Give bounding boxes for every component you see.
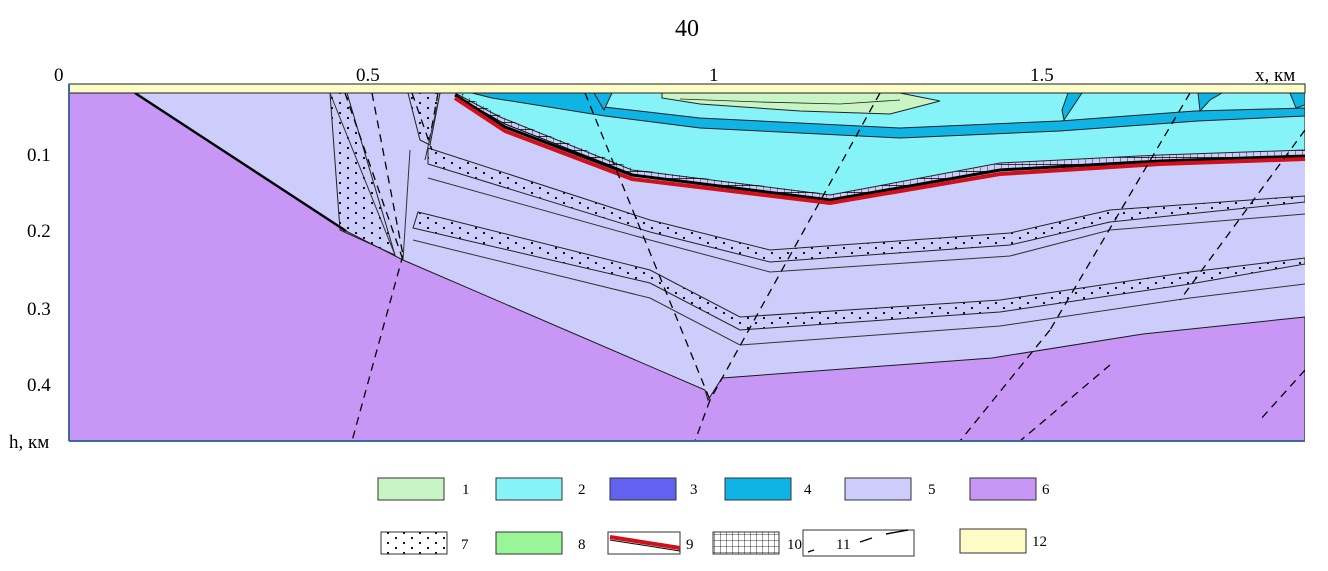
cross-section bbox=[69, 84, 1305, 441]
svg-text:7: 7 bbox=[461, 537, 469, 553]
legend-item-3: 3 bbox=[609, 477, 698, 501]
x-tick-1-5: 1.5 bbox=[1030, 65, 1054, 86]
legend-item-12: 12 bbox=[959, 528, 1047, 554]
basement-contact-thick bbox=[134, 91, 347, 233]
svg-text:8: 8 bbox=[578, 537, 586, 553]
svg-text:3: 3 bbox=[690, 482, 698, 498]
y-axis-ticks: 0.1 0.2 0.3 0.4 h, км bbox=[9, 145, 51, 453]
legend-item-5: 5 bbox=[844, 477, 936, 501]
lens-inner-line bbox=[679, 98, 901, 105]
faults bbox=[344, 92, 1305, 441]
black-layer-line bbox=[454, 93, 1305, 202]
x-tick-1: 1 bbox=[709, 65, 719, 86]
y-tick-0-3: 0.3 bbox=[27, 299, 51, 320]
y-tick-0-1: 0.1 bbox=[27, 145, 51, 166]
y-tick-0-2: 0.2 bbox=[27, 221, 51, 242]
surface-strip bbox=[68, 83, 1306, 94]
clay-band bbox=[471, 92, 1305, 139]
legend-item-8: 8 bbox=[495, 531, 586, 555]
red-layer-line bbox=[453, 96, 1305, 206]
legend-item-7: 7 bbox=[380, 531, 469, 555]
legend-item-4: 4 bbox=[724, 477, 812, 501]
bedding-lines bbox=[412, 177, 1305, 346]
svg-text:11: 11 bbox=[836, 537, 850, 553]
legend-item-9: 9 bbox=[607, 531, 694, 555]
svg-text:5: 5 bbox=[928, 482, 936, 498]
y-tick-0-4: 0.4 bbox=[27, 375, 51, 396]
legend-item-1: 1 bbox=[377, 477, 470, 501]
legend: 1 2 3 4 5 6 7 8 bbox=[377, 477, 1050, 557]
svg-text:9: 9 bbox=[686, 537, 694, 553]
svg-text:12: 12 bbox=[1032, 534, 1047, 550]
legend-item-11: 11 bbox=[802, 529, 915, 557]
svg-text:6: 6 bbox=[1042, 482, 1050, 498]
svg-text:1: 1 bbox=[462, 482, 470, 498]
x-axis-ticks: 0 0.5 1 1.5 x, км bbox=[54, 65, 1295, 86]
legend-item-6: 6 bbox=[969, 477, 1050, 501]
lens-layer bbox=[661, 92, 941, 115]
fault-steps bbox=[329, 92, 441, 261]
sand-bed-2 bbox=[412, 211, 1305, 331]
svg-text:10: 10 bbox=[787, 537, 802, 553]
svg-text:2: 2 bbox=[578, 482, 586, 498]
x-axis-label: x, км bbox=[1255, 65, 1295, 86]
svg-text:4: 4 bbox=[804, 482, 812, 498]
x-tick-0-5: 0.5 bbox=[356, 65, 380, 86]
sand-bed-1 bbox=[427, 147, 1305, 263]
y-axis-label: h, км bbox=[9, 432, 49, 453]
legend-item-10: 10 bbox=[712, 531, 802, 555]
hatched-band bbox=[459, 93, 1305, 200]
page-number: 40 bbox=[675, 16, 699, 42]
y-tick-0: 0 bbox=[54, 65, 64, 86]
legend-item-2: 2 bbox=[495, 477, 586, 501]
